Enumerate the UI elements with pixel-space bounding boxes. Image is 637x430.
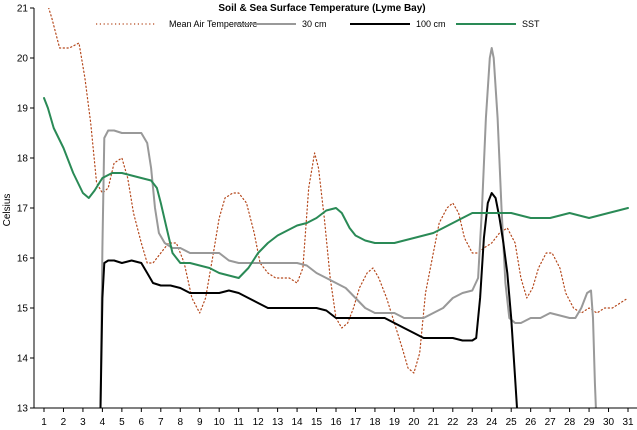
x-tick-label: 24 bbox=[486, 417, 498, 428]
legend: Mean Air Temperature 30 cm 100 cm SST bbox=[96, 19, 540, 29]
y-tick-label: 14 bbox=[17, 354, 29, 365]
x-tick-label: 9 bbox=[197, 417, 203, 428]
y-tick-label: 15 bbox=[17, 304, 29, 315]
x-tick-label: 25 bbox=[506, 417, 518, 428]
y-tick-label: 21 bbox=[17, 4, 29, 15]
y-tick-label: 13 bbox=[17, 404, 29, 415]
x-tick-label: 28 bbox=[564, 417, 576, 428]
legend-label: Mean Air Temperature bbox=[169, 19, 257, 29]
series-line-30-cm bbox=[99, 47, 597, 408]
chart-title: Soil & Sea Surface Temperature (Lyme Bay… bbox=[218, 3, 425, 14]
x-tick-label: 30 bbox=[603, 417, 615, 428]
x-tick-label: 12 bbox=[253, 417, 265, 428]
series-line-100-cm bbox=[99, 192, 518, 408]
x-tick-label: 14 bbox=[292, 417, 304, 428]
y-tick-label: 20 bbox=[17, 54, 29, 65]
x-tick-label: 31 bbox=[622, 417, 634, 428]
x-tick-label: 27 bbox=[545, 417, 557, 428]
x-tick-label: 4 bbox=[100, 417, 106, 428]
x-tick-label: 2 bbox=[61, 417, 67, 428]
x-tick-label: 23 bbox=[467, 417, 479, 428]
x-tick-label: 8 bbox=[177, 417, 183, 428]
y-tick-label: 19 bbox=[17, 104, 29, 115]
y-axis-label: Celsius bbox=[2, 194, 13, 227]
x-tick-label: 20 bbox=[408, 417, 420, 428]
x-tick-label: 17 bbox=[350, 417, 362, 428]
y-tick-label: 16 bbox=[17, 254, 29, 265]
x-tick-label: 22 bbox=[447, 417, 459, 428]
x-tick-label: 13 bbox=[272, 417, 284, 428]
legend-label: SST bbox=[522, 19, 540, 29]
x-tick-label: 5 bbox=[119, 417, 125, 428]
x-tick-label: 1 bbox=[41, 417, 47, 428]
x-tick-label: 6 bbox=[139, 417, 145, 428]
x-tick-label: 21 bbox=[428, 417, 440, 428]
y-tick-label: 18 bbox=[17, 154, 29, 165]
y-tick-label: 17 bbox=[17, 204, 29, 215]
x-tick-label: 7 bbox=[158, 417, 164, 428]
x-tick-label: 10 bbox=[214, 417, 226, 428]
legend-label: 30 cm bbox=[302, 19, 327, 29]
x-tick-label: 18 bbox=[369, 417, 381, 428]
x-tick-label: 3 bbox=[80, 417, 86, 428]
x-tick-label: 26 bbox=[525, 417, 537, 428]
x-tick-label: 15 bbox=[311, 417, 323, 428]
x-tick-label: 16 bbox=[330, 417, 342, 428]
series-line-sst bbox=[43, 97, 629, 279]
x-tick-label: 11 bbox=[233, 417, 244, 428]
x-tick-label: 19 bbox=[389, 417, 401, 428]
plot-area bbox=[43, 8, 629, 408]
x-tick-label: 29 bbox=[584, 417, 596, 428]
legend-label: 100 cm bbox=[416, 19, 446, 29]
